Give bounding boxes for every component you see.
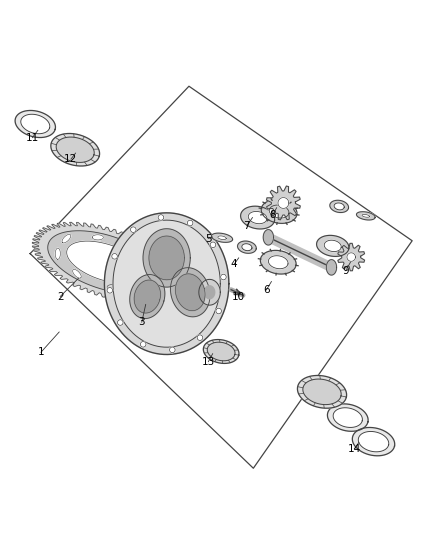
Polygon shape (205, 286, 215, 298)
Polygon shape (170, 268, 210, 317)
Polygon shape (278, 198, 289, 208)
Polygon shape (140, 281, 148, 290)
Polygon shape (149, 236, 184, 280)
Polygon shape (150, 265, 155, 276)
Circle shape (158, 215, 164, 220)
Circle shape (221, 274, 226, 280)
Polygon shape (248, 212, 267, 224)
Circle shape (187, 220, 193, 226)
Polygon shape (352, 427, 395, 456)
Polygon shape (73, 269, 81, 278)
Circle shape (140, 342, 146, 347)
Polygon shape (113, 220, 220, 347)
Circle shape (210, 242, 216, 248)
Polygon shape (92, 235, 103, 240)
Circle shape (131, 227, 136, 232)
Circle shape (107, 287, 113, 293)
Polygon shape (55, 248, 60, 260)
Polygon shape (268, 256, 288, 269)
Polygon shape (104, 213, 229, 354)
Polygon shape (218, 236, 226, 240)
Text: 2: 2 (57, 292, 64, 302)
Polygon shape (362, 214, 370, 217)
Polygon shape (199, 279, 220, 305)
Polygon shape (176, 274, 205, 311)
Circle shape (197, 335, 203, 341)
Polygon shape (32, 222, 178, 302)
Polygon shape (338, 244, 364, 271)
Polygon shape (269, 205, 289, 218)
Polygon shape (328, 404, 368, 431)
Text: 5: 5 (205, 233, 212, 244)
Polygon shape (347, 253, 356, 261)
Polygon shape (324, 240, 341, 252)
Polygon shape (237, 241, 256, 253)
Polygon shape (212, 233, 233, 243)
Polygon shape (107, 285, 118, 289)
Text: 14: 14 (348, 444, 361, 454)
Text: 4: 4 (231, 260, 237, 269)
Polygon shape (51, 133, 99, 166)
Text: 3: 3 (138, 317, 145, 327)
Polygon shape (357, 212, 375, 220)
Polygon shape (330, 200, 349, 213)
Polygon shape (143, 229, 190, 287)
Polygon shape (334, 203, 344, 210)
Text: 9: 9 (343, 266, 349, 276)
Polygon shape (263, 230, 273, 245)
Circle shape (112, 254, 117, 259)
Polygon shape (242, 244, 252, 251)
Polygon shape (303, 379, 341, 405)
Polygon shape (317, 236, 349, 256)
Polygon shape (333, 408, 362, 427)
Polygon shape (15, 110, 56, 138)
Text: 12: 12 (64, 154, 78, 164)
Polygon shape (48, 231, 163, 294)
Polygon shape (21, 114, 50, 134)
Polygon shape (260, 251, 296, 274)
Polygon shape (129, 246, 138, 255)
Circle shape (117, 320, 123, 325)
Text: 8: 8 (269, 210, 276, 220)
Polygon shape (134, 280, 160, 313)
Polygon shape (297, 375, 346, 408)
Polygon shape (358, 431, 389, 452)
Polygon shape (62, 235, 71, 243)
Text: 7: 7 (244, 221, 250, 231)
Polygon shape (67, 241, 144, 284)
Polygon shape (56, 137, 94, 163)
Text: 10: 10 (232, 292, 245, 302)
Polygon shape (203, 340, 239, 364)
Polygon shape (326, 260, 337, 275)
Circle shape (170, 347, 175, 353)
Polygon shape (130, 274, 165, 319)
Text: 13: 13 (201, 357, 215, 367)
Circle shape (216, 308, 222, 314)
Text: 11: 11 (26, 133, 39, 143)
Text: 6: 6 (263, 285, 269, 295)
Polygon shape (266, 186, 300, 220)
Text: 1: 1 (38, 348, 44, 357)
Polygon shape (261, 200, 297, 223)
Polygon shape (207, 342, 235, 361)
Polygon shape (240, 206, 275, 229)
